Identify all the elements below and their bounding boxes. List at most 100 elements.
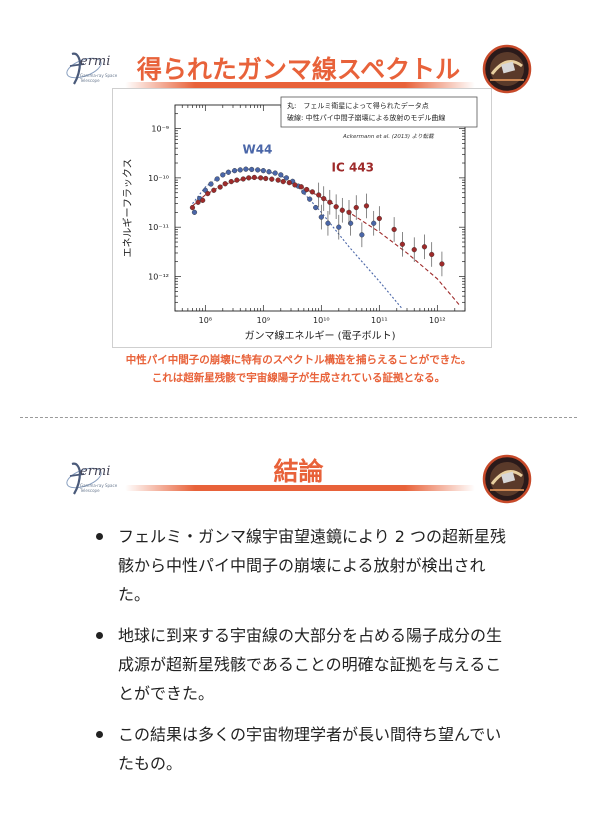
data-point-ic443 (399, 241, 406, 247)
fermi-logo-2: ermi Gamma-ray Space Telescope (58, 450, 128, 510)
data-point-ic443 (439, 261, 445, 267)
slide-title: 得られたガンマ線スペクトル (136, 55, 461, 84)
data-point-w44 (266, 169, 272, 175)
data-point-ic443 (211, 187, 217, 193)
title-underline (125, 82, 475, 88)
logo-subtitle: Gamma-ray Space Telescope (80, 73, 118, 83)
data-point-w44 (359, 232, 365, 238)
data-point-ic443 (286, 180, 292, 186)
data-point-w44 (278, 172, 284, 178)
data-point-ic443 (363, 203, 370, 209)
data-point-w44 (371, 220, 377, 226)
data-point-ic443 (333, 204, 339, 210)
data-point-ic443 (217, 184, 223, 190)
fermi-logo-icon-2 (66, 462, 102, 495)
series-label-w44: W44 (242, 143, 272, 157)
data-point-ic443 (222, 181, 228, 187)
conclusion-title-underline (125, 485, 475, 491)
data-point-ic443 (251, 174, 257, 181)
data-point-w44 (348, 220, 354, 226)
legend-box (280, 96, 478, 128)
data-point-w44 (336, 224, 342, 230)
data-point-ic443 (195, 199, 201, 205)
y-tick-label: 10⁻⁹ (151, 125, 169, 134)
data-point-ic443 (304, 186, 310, 193)
series-label-ic443: IC 443 (332, 160, 375, 174)
model-curve-w44 (192, 168, 403, 310)
data-point-w44 (313, 204, 319, 211)
x-tick-label: 10¹² (429, 316, 446, 325)
data-point-ic443 (269, 176, 275, 182)
spectrum-chart: 10⁸ 10⁹ 10¹⁰ 10¹¹ 10¹² 10⁻⁹ 10⁻¹⁰ 10⁻¹¹ 10⁻¹² 丸:… (112, 88, 492, 348)
caption-line-2: これは超新星残骸で宇宙線陽子が生成されている証拠となる。 (151, 372, 446, 384)
data-point-w44 (243, 166, 249, 172)
data-point-w44 (208, 181, 214, 187)
mission-badge-icon-2 (482, 454, 532, 504)
data-point-ic443 (339, 207, 345, 213)
source-note: Ackermann et al. (2013) より転載 (342, 133, 435, 140)
fermi-logo: ermi Gamma-ray Space Telescope (58, 40, 128, 100)
data-point-w44 (249, 166, 255, 173)
caption-line-1: 中性パイ中間子の崩壊に特有のスペクトル構造を捕らえることができた。 (125, 354, 472, 366)
data-point-w44 (214, 176, 220, 182)
y-axis-label: エネルギーフラックス (122, 158, 134, 257)
legend-line-data: 丸: フェルミ衛星によって得られたデータ点 (287, 101, 429, 110)
x-tick-label: 10¹⁰ (313, 316, 330, 325)
data-point-ic443 (205, 190, 211, 197)
conclusion-title: 結論 (273, 457, 324, 486)
data-point-w44 (325, 220, 331, 226)
data-point-ic443 (316, 192, 322, 198)
data-point-ic443 (292, 182, 298, 188)
bullet-item: フェルミ・ガンマ線宇宙望遠鏡により 2 つの超新星残骸から中性パイ中間子の崩壊に… (92, 522, 512, 609)
legend-line-model: 破線: 中性パイ中間子崩壊による放射のモデル曲線 (287, 113, 445, 122)
data-point-w44 (283, 175, 290, 181)
data-point-ic443 (228, 178, 234, 185)
slide-spectrum: ermi Gamma-ray Space Telescope 得られたガンマ線ス… (0, 0, 597, 410)
model-curve-ic443 (192, 177, 461, 307)
data-point-ic443 (298, 184, 304, 190)
conclusion-bullet-list: フェルミ・ガンマ線宇宙望遠鏡により 2 つの超新星残骸から中性パイ中間子の崩壊に… (92, 522, 512, 790)
spectrum-chart-svg: 10⁸ 10⁹ 10¹⁰ 10¹¹ 10¹² 10⁻⁹ 10⁻¹⁰ 10⁻¹¹ 10⁻¹² 丸:… (122, 96, 478, 342)
bullet-item: この結果は多くの宇宙物理学者が長い間待ち望んでいたもの。 (92, 720, 512, 778)
data-point-w44 (260, 168, 266, 174)
data-point-ic443 (421, 244, 428, 250)
x-tick-label: 10⁸ (199, 316, 212, 325)
x-axis-label: ガンマ線エネルギー (電子ボルト) (245, 329, 396, 342)
data-point-w44 (318, 214, 324, 220)
data-point-ic443 (200, 197, 206, 203)
data-point-w44 (272, 170, 278, 176)
y-tick-label: 10⁻¹⁰ (148, 174, 169, 183)
x-tick-label: 10¹¹ (371, 316, 388, 325)
data-point-w44 (307, 196, 313, 202)
data-point-w44 (191, 209, 198, 215)
logo-wordmark-2: ermi (80, 464, 111, 479)
data-point-w44 (225, 169, 232, 175)
data-point-w44 (255, 167, 261, 173)
data-point-ic443 (327, 199, 333, 205)
slide-divider (20, 417, 577, 418)
fermi-logo-icon (66, 52, 102, 85)
data-point-ic443 (321, 195, 327, 202)
data-point-ic443 (411, 247, 417, 253)
data-point-ic443 (429, 251, 435, 258)
data-point-w44 (220, 172, 226, 178)
data-point-ic443 (391, 226, 397, 233)
data-point-ic443 (280, 178, 286, 185)
data-point-ic443 (376, 215, 382, 222)
data-point-ic443 (246, 175, 252, 181)
data-point-w44 (237, 167, 243, 173)
data-point-w44 (232, 168, 238, 174)
data-point-ic443 (353, 204, 359, 211)
mission-badge-icon (482, 44, 532, 94)
data-point-ic443 (275, 177, 281, 183)
data-point-ic443 (309, 189, 315, 195)
data-point-ic443 (189, 204, 196, 211)
data-point-ic443 (346, 209, 352, 215)
bullet-item: 地球に到来する宇宙線の大部分を占める陽子成分の生成源が超新星残骸であることの明確… (92, 621, 512, 708)
x-tick-label: 10⁹ (257, 316, 270, 325)
data-point-ic443 (258, 175, 264, 181)
y-tick-label: 10⁻¹¹ (148, 223, 169, 232)
data-point-ic443 (234, 177, 240, 183)
logo-wordmark: ermi (80, 54, 111, 69)
